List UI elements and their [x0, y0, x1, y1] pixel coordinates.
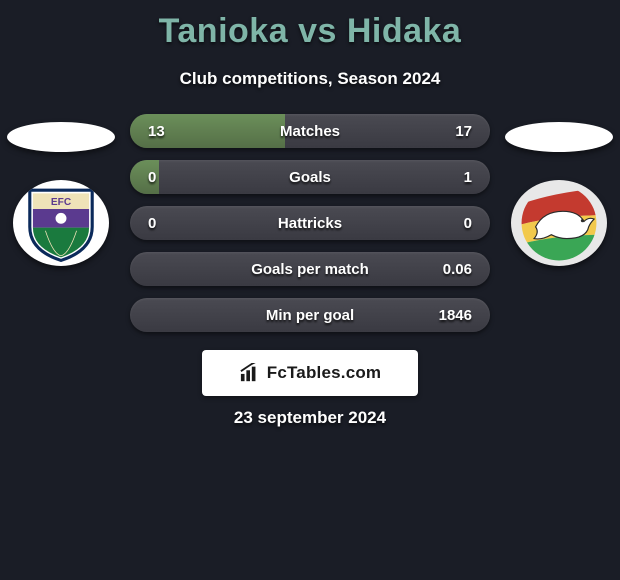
- stat-right-value: 17: [455, 123, 472, 140]
- stat-right-value: 0: [464, 215, 472, 232]
- brand-link[interactable]: FcTables.com: [202, 350, 418, 396]
- date-label: 23 september 2024: [0, 408, 620, 428]
- stat-row-matches: 13 Matches 17: [130, 114, 490, 148]
- stat-label: Goals per match: [130, 261, 490, 278]
- stat-label: Hattricks: [130, 215, 490, 232]
- stat-label: Min per goal: [130, 307, 490, 324]
- stat-row-min-per-goal: Min per goal 1846: [130, 298, 490, 332]
- bar-chart-icon: [239, 363, 261, 383]
- brand-text: FcTables.com: [267, 363, 382, 383]
- subtitle: Club competitions, Season 2024: [0, 69, 620, 89]
- stat-label: Goals: [130, 169, 490, 186]
- stat-row-goals-per-match: Goals per match 0.06: [130, 252, 490, 286]
- stat-row-hattricks: 0 Hattricks 0: [130, 206, 490, 240]
- stat-row-goals: 0 Goals 1: [130, 160, 490, 194]
- stats-table: 13 Matches 17 0 Goals 1 0 Hattricks 0 Go…: [0, 114, 620, 344]
- stat-right-value: 1846: [439, 307, 472, 324]
- comparison-card: Tanioka vs Hidaka Club competitions, Sea…: [0, 0, 620, 450]
- title-player-right: Hidaka: [347, 12, 462, 50]
- page-title: Tanioka vs Hidaka: [0, 12, 620, 51]
- stat-right-value: 1: [464, 169, 472, 186]
- stat-label: Matches: [130, 123, 490, 140]
- stat-right-value: 0.06: [443, 261, 472, 278]
- title-player-left: Tanioka: [159, 12, 288, 50]
- title-vs: vs: [288, 12, 347, 50]
